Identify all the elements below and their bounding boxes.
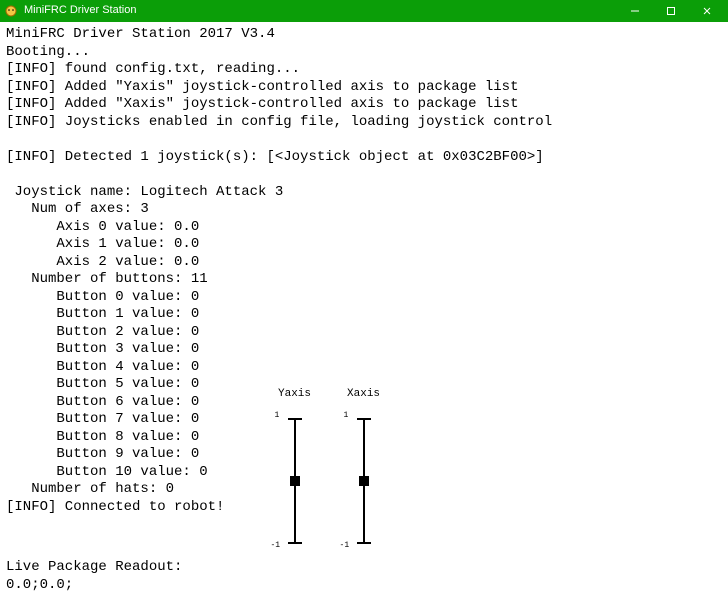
xaxis-bar: 1 -1 [352,410,376,552]
titlebar: MiniFRC Driver Station [0,0,728,22]
button-value: Button 3 value: 0 [6,341,722,359]
button-value: Button 1 value: 0 [6,306,722,324]
num-buttons: Number of buttons: 11 [6,271,722,289]
window-buttons [626,4,724,18]
yaxis-max: 1 [275,412,280,420]
minimize-button[interactable] [626,4,644,18]
yaxis-min: -1 [271,542,281,550]
log-line: Booting... [6,44,722,62]
live-package-value: 0.0;0.0; [6,577,182,595]
xaxis-label: Xaxis [347,386,380,404]
yaxis-bar: 1 -1 [283,410,307,552]
console-area: MiniFRC Driver Station 2017 V3.4 Booting… [0,22,728,600]
xaxis-thumb [359,476,369,486]
axis-value: Axis 2 value: 0.0 [6,254,722,272]
close-button[interactable] [698,4,716,18]
log-blank [6,166,722,184]
axis-endcap [288,542,302,544]
axis-value: Axis 0 value: 0.0 [6,219,722,237]
log-line: [INFO] Joysticks enabled in config file,… [6,114,722,132]
window-title: MiniFRC Driver Station [24,2,626,20]
log-line: [INFO] Detected 1 joystick(s): [<Joystic… [6,149,722,167]
yaxis-indicator: Yaxis 1 -1 [278,386,311,552]
yaxis-thumb [290,476,300,486]
app-icon [4,4,18,18]
button-value: Button 2 value: 0 [6,324,722,342]
live-package-title: Live Package Readout: [6,559,182,577]
axis-endcap [357,542,371,544]
log-blank [6,131,722,149]
xaxis-min: -1 [340,542,350,550]
header-line: MiniFRC Driver Station 2017 V3.4 [6,26,722,44]
xaxis-indicator: Xaxis 1 -1 [347,386,380,552]
log-line: [INFO] Added "Xaxis" joystick-controlled… [6,96,722,114]
num-axes: Num of axes: 3 [6,201,722,219]
log-line: [INFO] found config.txt, reading... [6,61,722,79]
button-value: Button 0 value: 0 [6,289,722,307]
maximize-button[interactable] [662,4,680,18]
xaxis-max: 1 [344,412,349,420]
yaxis-label: Yaxis [278,386,311,404]
live-package-section: Live Package Readout: 0.0;0.0; [6,559,182,594]
log-line: [INFO] Added "Yaxis" joystick-controlled… [6,79,722,97]
axis-value: Axis 1 value: 0.0 [6,236,722,254]
button-value: Button 4 value: 0 [6,359,722,377]
joystick-name: Joystick name: Logitech Attack 3 [6,184,722,202]
axis-visualization: Yaxis 1 -1 Xaxis 1 -1 [278,386,380,552]
